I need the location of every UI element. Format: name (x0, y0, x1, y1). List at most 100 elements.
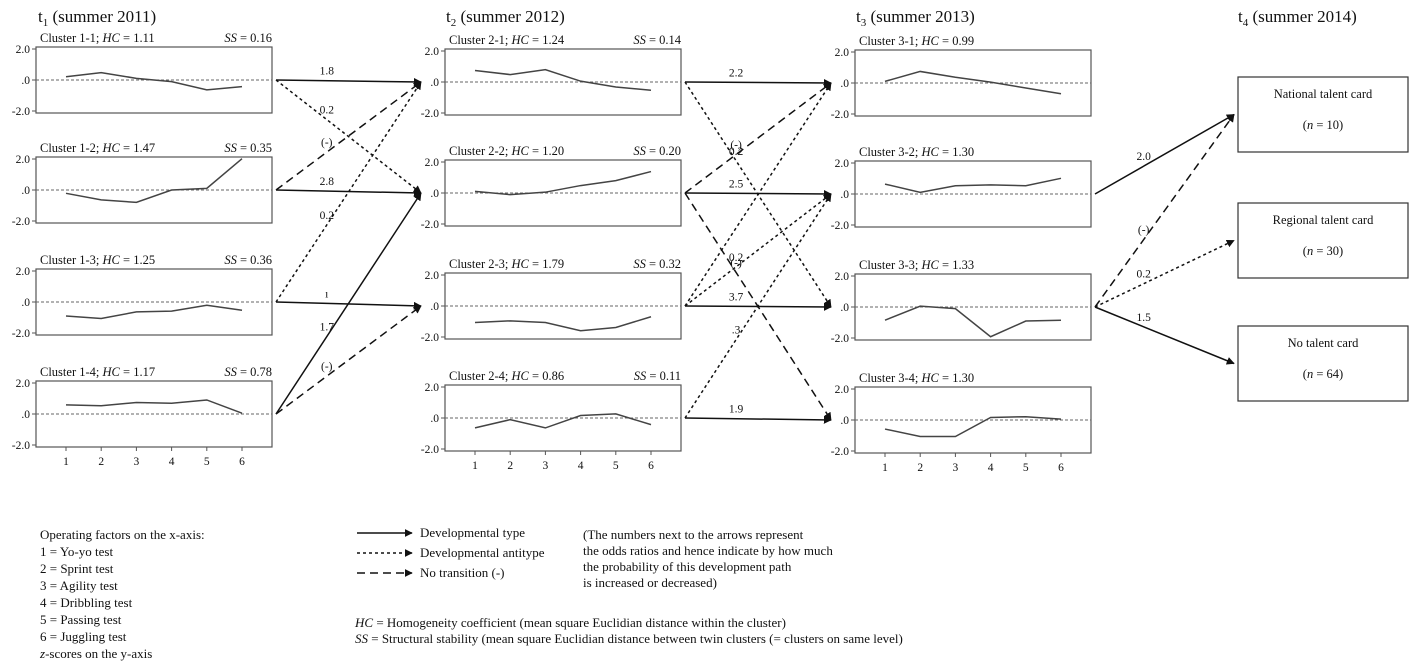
time-subscript: 3 (861, 17, 867, 29)
cluster-panel-3-3: Cluster 3-3; HC = 1.33 2.0 .0 -2.0 (831, 258, 1092, 345)
hc-abbr: HC (102, 253, 121, 267)
x-tick-label: 6 (648, 460, 654, 472)
transition-arrow-dashed (684, 82, 832, 194)
outcome-title: National talent card (1274, 87, 1373, 101)
legend-label: No transition (-) (420, 565, 504, 580)
cluster-panel-2-2: Cluster 2-2; HC = 1.20 SS = 0.20 2.0 .0 -2.0 (421, 144, 682, 231)
profile-line (884, 70, 1062, 95)
profile-line (65, 71, 243, 91)
cluster-panel-2-4: Cluster 2-4; HC = 0.86 SS = 0.11 2.0 .0 -2.0… (421, 369, 682, 472)
y-tick-label: -2.0 (12, 440, 30, 452)
odds-ratio-label: 2.8 (320, 176, 335, 188)
y-tick-label: -2.0 (12, 216, 30, 228)
transition-1-2-to-2-1: (-) (275, 81, 422, 191)
cluster-name: Cluster 1-3; (40, 253, 103, 267)
odds-ratio-label: (-) (321, 137, 333, 149)
profile-line (474, 170, 652, 196)
time-subscript: 1 (43, 17, 49, 29)
hc-equals: = (939, 34, 952, 48)
cluster-title: Cluster 3-1; HC = 0.99 (859, 34, 974, 48)
odds-ratio-label: (-) (1138, 225, 1150, 237)
profile-line (474, 413, 652, 429)
definition-text: = Homogeneity coefficient (mean square E… (373, 615, 786, 630)
transition-3-3-to-none: 1.5 (1094, 306, 1235, 365)
hc-abbr: HC (921, 34, 940, 48)
transition-arrow-dashed (1094, 113, 1235, 308)
hc-equals: = (529, 257, 542, 271)
hc-value: 1.30 (952, 145, 974, 159)
ss-value: 0.20 (659, 144, 681, 158)
transition-1-3-to-2-1: 0.2 (275, 81, 422, 303)
transition-2-2-to-3-2: 2.5 (684, 178, 832, 198)
hc-abbr: HC (921, 258, 940, 272)
cluster-title: Cluster 1-1; HC = 1.11 (40, 31, 155, 45)
outcome-frame (1237, 76, 1409, 153)
count-close: ) (1339, 367, 1343, 381)
cluster-title: Cluster 3-3; HC = 1.33 (859, 258, 974, 272)
ss-label: SS = 0.35 (224, 141, 272, 155)
cluster-name: Cluster 1-2; (40, 141, 103, 155)
profile-line (884, 177, 1062, 194)
legend-label: Developmental antitype (420, 545, 545, 560)
odds-ratio-label: 0.2 (729, 252, 744, 264)
x-tick-label: 4 (988, 462, 994, 474)
x-tick-label: 3 (543, 460, 549, 472)
time-letter: t (446, 7, 451, 26)
cluster-title: Cluster 1-2; HC = 1.47 (40, 141, 155, 155)
definition-ss: SS = Structural stability (mean square E… (355, 631, 903, 646)
ss-label: SS = 0.32 (633, 257, 681, 271)
y-tick-label: -2.0 (421, 108, 439, 120)
ss-value: 0.32 (659, 257, 681, 271)
odds-ratio-label: (-) (730, 140, 742, 152)
ss-equals: = (646, 257, 659, 271)
transition-arrow-dotted (684, 82, 832, 307)
y-tick-label: -2.0 (12, 106, 30, 118)
transition-1-1-to-2-1: 1.8 (275, 66, 422, 86)
odds-note-line: (The numbers next to the arrows represen… (583, 527, 804, 542)
cluster-name: Cluster 2-1; (449, 33, 512, 47)
time-point-header: t3 (summer 2013) (856, 7, 975, 29)
y-tick-label: .0 (430, 301, 439, 313)
ss-abbr: SS (224, 253, 237, 267)
odds-ratio-label: 1.7 (320, 322, 335, 334)
transition-2-1-to-3-1: 2.2 (684, 67, 832, 87)
x-tick-label: 6 (1058, 462, 1064, 474)
cluster-title: Cluster 2-1; HC = 1.24 (449, 33, 565, 47)
transition-arrow-solid (1094, 306, 1235, 365)
hc-value: 1.30 (952, 371, 974, 385)
odds-ratio-label: 2.2 (729, 67, 744, 79)
y-tick-label: 2.0 (16, 44, 31, 56)
x-tick-label: 4 (169, 456, 175, 468)
y-tick-label: 2.0 (425, 382, 440, 394)
y-tick-label: -2.0 (421, 219, 439, 231)
cluster-title: Cluster 2-3; HC = 1.79 (449, 257, 564, 271)
outcome-title: No talent card (1288, 336, 1360, 350)
hc-equals: = (120, 253, 133, 267)
transition-2-3-to-3-1 (684, 82, 832, 307)
count-close: ) (1339, 244, 1343, 258)
transition-1-2-to-2-2: 2.8 (275, 176, 422, 197)
x-axis-note-title: Operating factors on the x-axis: (40, 527, 205, 542)
count-equals: = (1313, 367, 1326, 381)
transition-arrow-dotted (1094, 239, 1235, 308)
ss-abbr: SS (634, 369, 647, 383)
hc-equals: = (529, 33, 542, 47)
y-tick-label: .0 (840, 78, 849, 90)
cluster-title: Cluster 3-4; HC = 1.30 (859, 371, 974, 385)
transition-arrow-solid (275, 77, 422, 86)
cluster-panel-3-1: Cluster 3-1; HC = 0.99 2.0 .0 -2.0 (831, 34, 1092, 121)
cluster-title: Cluster 1-4; HC = 1.17 (40, 365, 155, 379)
x-tick-label: 3 (134, 456, 140, 468)
transition-arrow-solid (1094, 113, 1235, 195)
transition-arrow-dotted (275, 79, 422, 194)
x-tick-label: 5 (613, 460, 619, 472)
profile-line (474, 68, 652, 91)
hc-abbr: HC (511, 369, 530, 383)
odds-ratio-label: (-) (321, 361, 333, 373)
ss-value: 0.16 (250, 31, 272, 45)
odds-note-line: is increased or decreased) (583, 575, 717, 590)
transition-2-3-to-3-2: 0.2 (684, 193, 832, 307)
y-tick-label: -2.0 (831, 109, 849, 121)
y-tick-label: .0 (21, 185, 30, 197)
hc-abbr: HC (921, 145, 940, 159)
